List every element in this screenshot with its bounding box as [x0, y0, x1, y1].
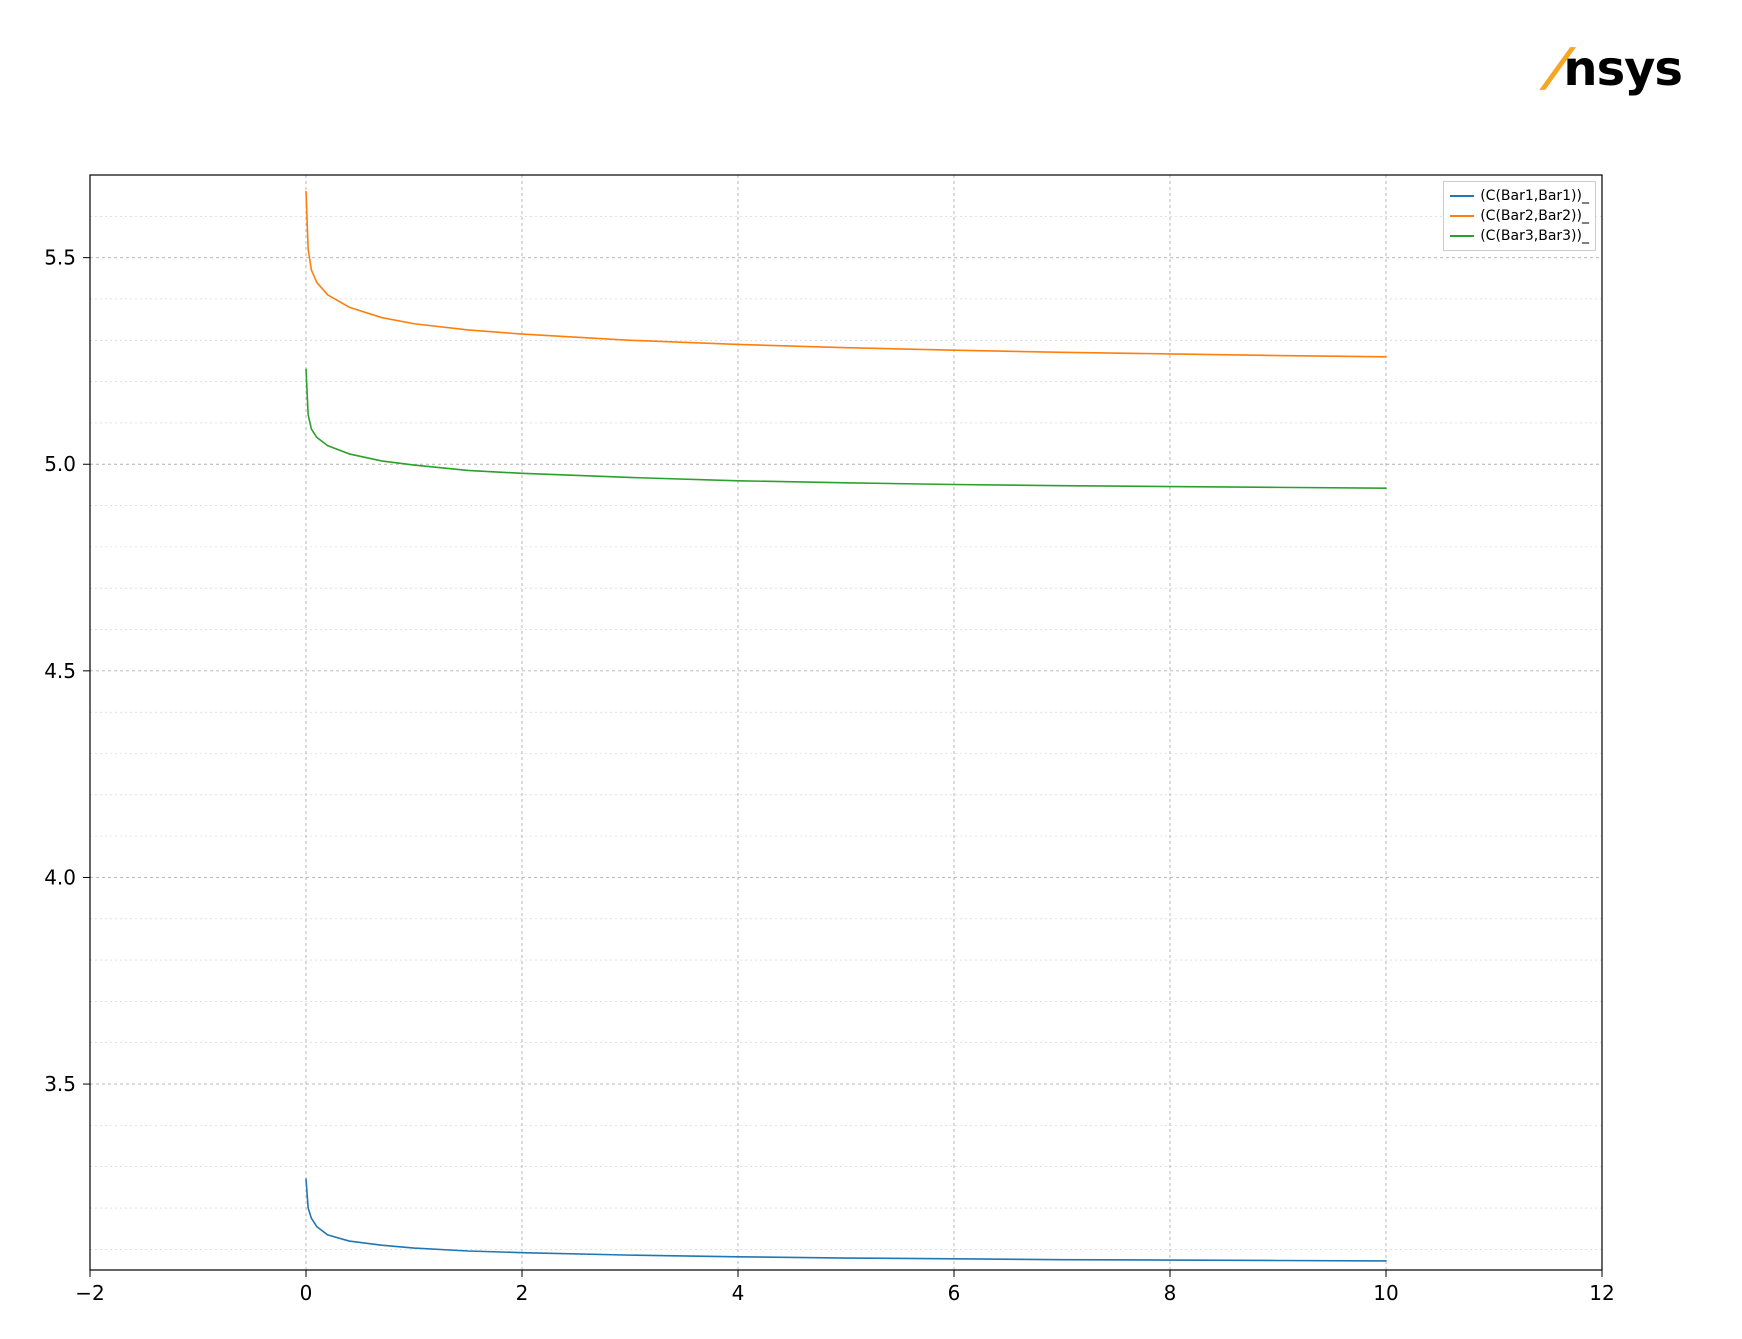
- y-tick-label: 5.5: [44, 246, 76, 270]
- legend-swatch-icon: [1450, 195, 1474, 197]
- x-tick-label: 6: [948, 1281, 961, 1305]
- y-tick-label: 4.5: [44, 659, 76, 683]
- legend-label: (C(Bar1,Bar1))_: [1480, 186, 1589, 206]
- series-line-0: [306, 1179, 1386, 1261]
- x-tick-label: 12: [1589, 1281, 1614, 1305]
- chart-legend: (C(Bar1,Bar1))_(C(Bar2,Bar2))_(C(Bar3,Ba…: [1443, 181, 1596, 251]
- x-tick-label: 2: [516, 1281, 529, 1305]
- x-tick-label: 0: [300, 1281, 313, 1305]
- legend-swatch-icon: [1450, 235, 1474, 237]
- y-tick-label: 3.5: [44, 1072, 76, 1096]
- legend-swatch-icon: [1450, 215, 1474, 217]
- legend-label: (C(Bar2,Bar2))_: [1480, 206, 1589, 226]
- y-tick-label: 4.0: [44, 865, 76, 889]
- y-tick-label: 5.0: [44, 452, 76, 476]
- legend-item: (C(Bar1,Bar1))_: [1450, 186, 1589, 206]
- legend-item: (C(Bar2,Bar2))_: [1450, 206, 1589, 226]
- legend-item: (C(Bar3,Bar3))_: [1450, 226, 1589, 246]
- legend-label: (C(Bar3,Bar3))_: [1480, 226, 1589, 246]
- x-tick-label: 10: [1373, 1281, 1398, 1305]
- series-line-2: [306, 369, 1386, 488]
- x-tick-label: −2: [75, 1281, 104, 1305]
- x-tick-label: 4: [732, 1281, 745, 1305]
- x-tick-label: 8: [1164, 1281, 1177, 1305]
